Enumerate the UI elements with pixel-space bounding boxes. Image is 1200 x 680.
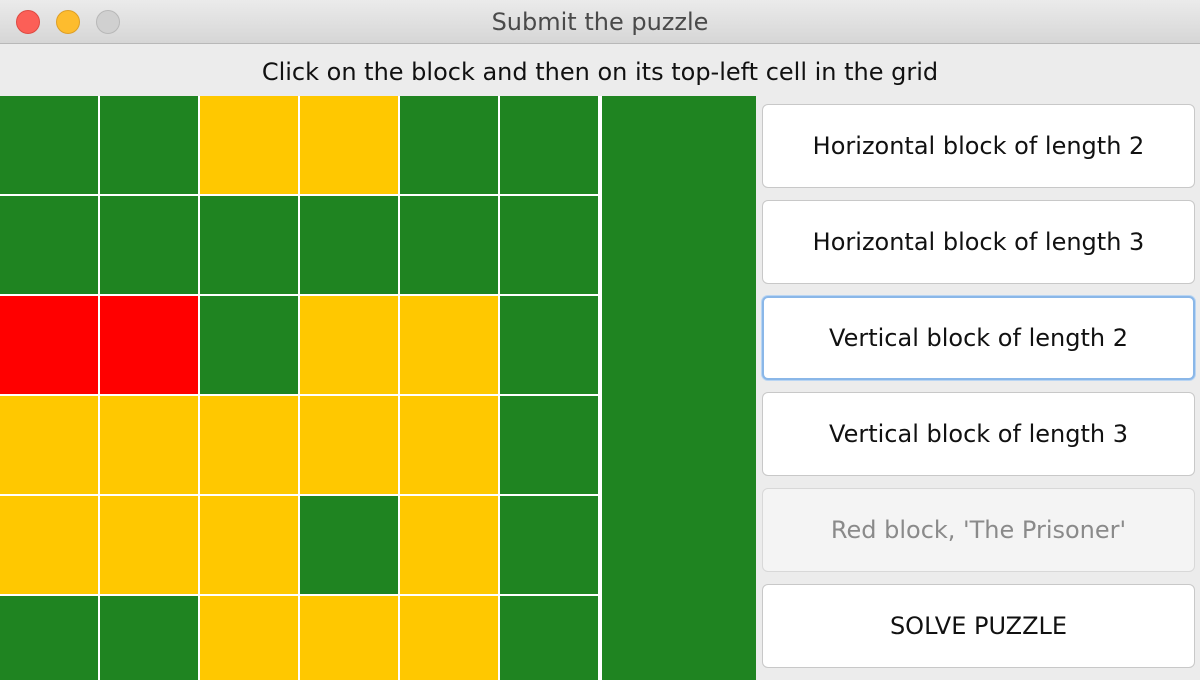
horizontal-block-3-button[interactable]: Horizontal block of length 3 xyxy=(762,200,1195,284)
grid-cell-r4-c1-yellow[interactable] xyxy=(100,496,198,594)
grid-cell-r3-c0-yellow[interactable] xyxy=(0,396,98,494)
instruction-label: Click on the block and then on its top-l… xyxy=(261,58,939,86)
vertical-block-3-button[interactable]: Vertical block of length 3 xyxy=(762,392,1195,476)
grid-cell-r1-c1-green[interactable] xyxy=(100,196,198,294)
zoom-window-icon[interactable] xyxy=(96,10,120,34)
grid-cell-r1-c4-green[interactable] xyxy=(400,196,498,294)
vertical-block-2-button[interactable]: Vertical block of length 2 xyxy=(762,296,1195,380)
grid-cell-r3-c2-yellow[interactable] xyxy=(200,396,298,494)
grid-cell-r3-c4-yellow[interactable] xyxy=(400,396,498,494)
red-block-button: Red block, 'The Prisoner' xyxy=(762,488,1195,572)
grid-cell-r2-c3-yellow[interactable] xyxy=(300,296,398,394)
grid-cell-r5-c4-yellow[interactable] xyxy=(400,596,498,680)
grid-cell-r0-c0-green[interactable] xyxy=(0,96,98,194)
grid-cell-r0-c3-yellow[interactable] xyxy=(300,96,398,194)
grid-cell-r3-c3-yellow[interactable] xyxy=(300,396,398,494)
horizontal-block-2-button[interactable]: Horizontal block of length 2 xyxy=(762,104,1195,188)
grid-cell-r1-c0-green[interactable] xyxy=(0,196,98,294)
grid-cell-r5-c3-yellow[interactable] xyxy=(300,596,398,680)
minimize-window-icon[interactable] xyxy=(56,10,80,34)
grid-cell-r0-c4-green[interactable] xyxy=(400,96,498,194)
grid-cell-r1-c2-green[interactable] xyxy=(200,196,298,294)
grid-cell-r3-c1-yellow[interactable] xyxy=(100,396,198,494)
grid-cell-r4-c5-green[interactable] xyxy=(500,496,598,594)
grid-cell-r4-c4-yellow[interactable] xyxy=(400,496,498,594)
grid-cell-r4-c3-green[interactable] xyxy=(300,496,398,594)
puzzle-grid xyxy=(0,96,600,680)
grid-cell-r2-c4-yellow[interactable] xyxy=(400,296,498,394)
grid-cell-r2-c1-red[interactable] xyxy=(100,296,198,394)
grid-cell-r1-c3-green[interactable] xyxy=(300,196,398,294)
grid-cell-r2-c0-red[interactable] xyxy=(0,296,98,394)
close-window-icon[interactable] xyxy=(16,10,40,34)
block-selector-panel: Horizontal block of length 2 Horizontal … xyxy=(762,104,1195,680)
grid-cell-r5-c1-green[interactable] xyxy=(100,596,198,680)
grid-cell-r0-c2-yellow[interactable] xyxy=(200,96,298,194)
grid-cell-r2-c5-green[interactable] xyxy=(500,296,598,394)
grid-cell-r1-c5-green[interactable] xyxy=(500,196,598,294)
grid-cell-r4-c2-yellow[interactable] xyxy=(200,496,298,594)
window-title: Submit the puzzle xyxy=(491,8,709,36)
grid-cell-r2-c2-green[interactable] xyxy=(200,296,298,394)
grid-cell-r4-c0-yellow[interactable] xyxy=(0,496,98,594)
exit-column xyxy=(602,96,756,680)
grid-cell-r0-c5-green[interactable] xyxy=(500,96,598,194)
grid-cell-r5-c5-green[interactable] xyxy=(500,596,598,680)
grid-cell-r5-c2-yellow[interactable] xyxy=(200,596,298,680)
grid-cell-r0-c1-green[interactable] xyxy=(100,96,198,194)
solve-puzzle-button[interactable]: SOLVE PUZZLE xyxy=(762,584,1195,668)
puzzle-board xyxy=(0,96,756,680)
title-bar: Submit the puzzle xyxy=(0,0,1200,44)
grid-cell-r3-c5-green[interactable] xyxy=(500,396,598,494)
grid-cell-r5-c0-green[interactable] xyxy=(0,596,98,680)
